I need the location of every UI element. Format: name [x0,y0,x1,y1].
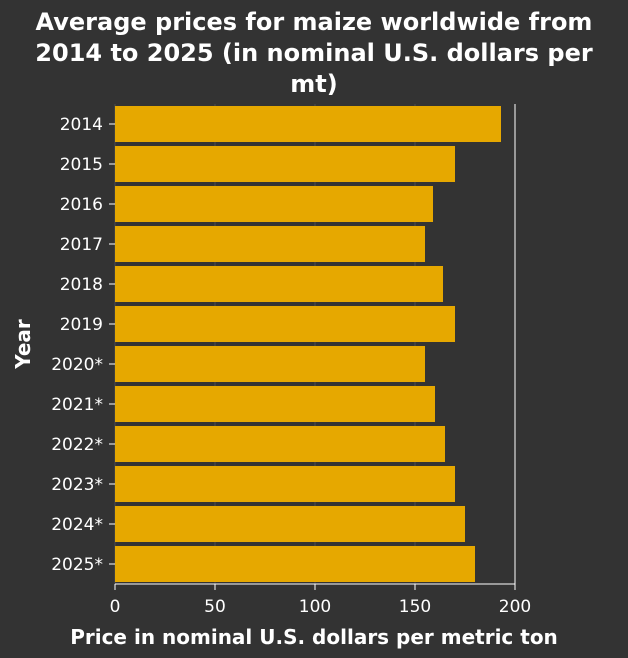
y-tick-label: 2015 [60,155,103,175]
y-tick-label: 2019 [60,315,103,335]
bar-2024-projected [115,506,465,542]
y-axis-title: Year [11,319,35,370]
y-tick-label: 2016 [60,195,103,215]
x-tick-label: 100 [299,597,331,617]
y-tick-label: 2024* [51,515,103,535]
bar-2023-projected [115,466,455,502]
y-tick-label: 2017 [60,235,103,255]
x-axis-title: Price in nominal U.S. dollars per metric… [70,625,558,649]
x-tick-label: 150 [399,597,431,617]
bar-2022-projected [115,426,445,462]
bar-2014 [115,106,501,142]
y-tick-label: 2020* [51,355,103,375]
y-tick-label: 2025* [51,555,103,575]
chart-title-line-1: Average prices for maize worldwide from [36,8,593,36]
bar-2017 [115,226,425,262]
bar-2015 [115,146,455,182]
y-tick-label: 2023* [51,475,103,495]
x-tick-label: 0 [110,597,121,617]
y-tick-label: 2018 [60,275,103,295]
y-tick-label: 2021* [51,395,103,415]
bar-2016 [115,186,433,222]
chart-title-line-3: mt) [290,70,337,98]
bar-2025-projected [115,546,475,582]
y-tick-label: 2014 [60,115,103,135]
chart-title-line-2: 2014 to 2025 (in nominal U.S. dollars pe… [35,39,593,67]
bar-2020-projected [115,346,425,382]
x-tick-label: 200 [499,597,531,617]
y-tick-label: 2022* [51,435,103,455]
bar-2018 [115,266,443,302]
bar-2021-projected [115,386,435,422]
x-tick-label: 50 [204,597,226,617]
chart-title: Average prices for maize worldwide from … [35,8,593,98]
bar-2019 [115,306,455,342]
